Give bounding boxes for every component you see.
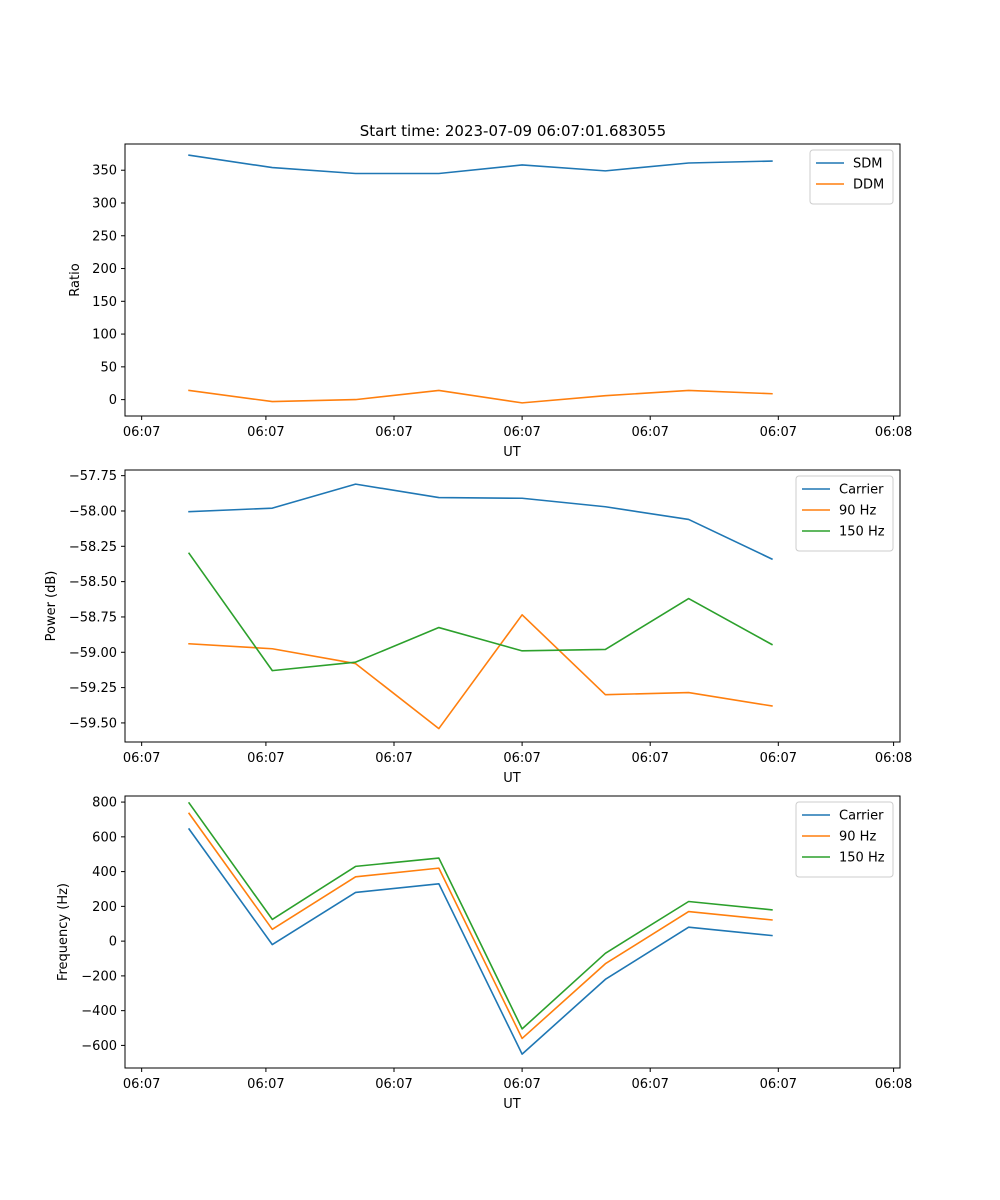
x-tick-label-2-4: 06:07: [503, 751, 540, 766]
y-tick-label-1-5: 200: [92, 262, 117, 277]
x-tick-label-1-1: 06:07: [123, 425, 160, 440]
axes-frame-3: [124, 795, 901, 1069]
y-tick-label-3-4: 200: [92, 900, 117, 915]
x-tick-label-2-3: 06:07: [375, 751, 412, 766]
y-axis-label-3: Frequency (Hz): [56, 883, 71, 981]
legend-label-1-1: SDM: [853, 157, 882, 172]
chart-panel-3: 06:07 06:07 06:07 06:07 06:07 06:07 06:08 800 60…: [56, 795, 912, 1112]
y-tick-label-1-7: 300: [92, 196, 117, 211]
legend-box-3: [795, 801, 894, 878]
x-tick-label-2-2: 06:07: [247, 751, 284, 766]
y-tick-label-1-3: 100: [92, 328, 117, 343]
y-tick-label-2-7: −59.25: [69, 681, 117, 696]
x-tick-label-3-7: 06:08: [875, 1077, 912, 1092]
y-tick-label-2-1: −57.75: [69, 469, 117, 484]
axes-frame-1: [124, 143, 901, 417]
x-tick-label-3-5: 06:07: [631, 1077, 668, 1092]
x-axis-label-3: UT: [503, 1097, 521, 1112]
y-tick-label-3-7: −400: [81, 1004, 117, 1019]
x-tick-label-1-7: 06:08: [875, 425, 912, 440]
chart-panel-1: 06:07 06:07 06:07 06:07 06:07 06:07 06:08 0 50 10…: [68, 143, 912, 460]
y-tick-label-1-6: 250: [92, 229, 117, 244]
legend-label-2-2: 90 Hz: [839, 504, 876, 519]
series-line-2-2: [188, 614, 773, 730]
axes-frame-2: [124, 469, 901, 743]
series-line-3-2: [187, 812, 773, 1040]
legend-label-2-3: 150 Hz: [839, 525, 885, 540]
x-axis-label-1: UT: [503, 445, 521, 460]
x-tick-label-2-7: 06:08: [875, 751, 912, 766]
x-tick-label-1-2: 06:07: [247, 425, 284, 440]
x-tick-label-3-1: 06:07: [123, 1077, 160, 1092]
y-axis-label-1: Ratio: [68, 263, 83, 296]
x-tick-label-3-6: 06:07: [760, 1077, 797, 1092]
x-axis-label-2: UT: [503, 771, 521, 786]
legend-label-3-2: 90 Hz: [839, 830, 876, 845]
x-tick-label-3-2: 06:07: [247, 1077, 284, 1092]
legend-3: Carrier 90 Hz 150 Hz: [795, 801, 894, 878]
legend-label-1-2: DDM: [853, 178, 884, 193]
y-tick-label-2-2: −58.00: [69, 504, 117, 519]
y-tick-label-2-5: −58.75: [69, 610, 117, 625]
legend-1: SDM DDM: [809, 149, 894, 205]
y-tick-label-3-2: 600: [92, 830, 117, 845]
y-tick-label-1-2: 50: [100, 360, 117, 375]
x-tick-label-2-6: 06:07: [760, 751, 797, 766]
x-tick-label-3-3: 06:07: [375, 1077, 412, 1092]
x-tick-label-2-1: 06:07: [123, 751, 160, 766]
x-tick-label-2-5: 06:07: [631, 751, 668, 766]
y-tick-label-1-1: 0: [109, 393, 117, 408]
x-tick-label-1-3: 06:07: [375, 425, 412, 440]
series-line-2-1: [188, 483, 773, 561]
y-tick-label-3-5: 0: [109, 935, 117, 950]
series-line-1-2: [188, 389, 773, 404]
legend-label-2-1: Carrier: [839, 483, 884, 498]
series-line-1-1: [188, 154, 773, 175]
x-tick-label-1-6: 06:07: [760, 425, 797, 440]
figure-title: Start time: 2023-07-09 06:07:01.683055: [360, 122, 666, 140]
series-line-2-3: [187, 552, 773, 672]
y-tick-label-2-3: −58.25: [69, 540, 117, 555]
legend-2: Carrier 90 Hz 150 Hz: [795, 475, 894, 552]
y-tick-label-3-8: −600: [81, 1039, 117, 1054]
series-line-3-3: [187, 801, 773, 1030]
y-axis-label-2: Power (dB): [44, 571, 59, 642]
legend-box-2: [795, 475, 894, 552]
x-tick-label-3-4: 06:07: [503, 1077, 540, 1092]
y-tick-label-2-8: −59.50: [69, 716, 117, 731]
legend-label-3-3: 150 Hz: [839, 851, 885, 866]
x-tick-label-1-4: 06:07: [503, 425, 540, 440]
series-line-3-1: [187, 827, 773, 1055]
y-tick-label-2-4: −58.50: [69, 575, 117, 590]
y-tick-label-1-4: 150: [92, 295, 117, 310]
y-tick-label-2-6: −59.00: [69, 646, 117, 661]
y-tick-label-3-6: −200: [81, 969, 117, 984]
y-tick-label-1-8: 350: [92, 164, 117, 179]
legend-label-3-1: Carrier: [839, 809, 884, 824]
chart-panel-2: 06:07 06:07 06:07 06:07 06:07 06:07 06:08 −57.7…: [44, 469, 912, 786]
y-tick-label-3-1: 800: [92, 796, 117, 811]
x-tick-label-1-5: 06:07: [631, 425, 668, 440]
y-tick-label-3-3: 400: [92, 865, 117, 880]
